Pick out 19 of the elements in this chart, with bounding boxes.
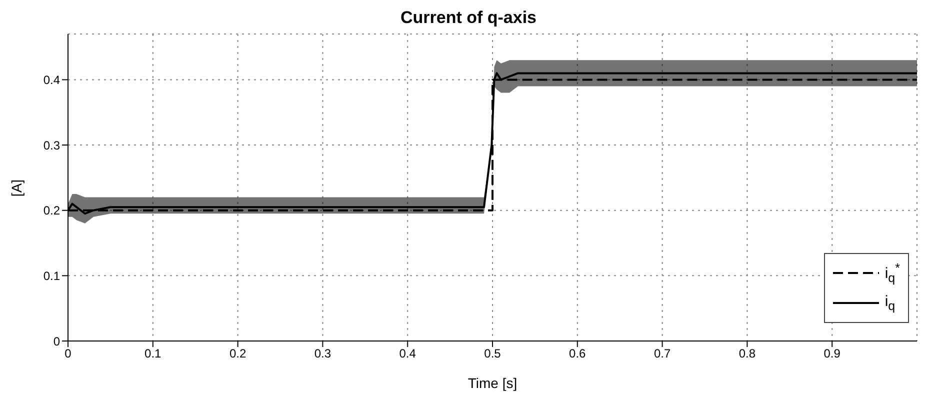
- x-tick-label: 0.8: [738, 346, 756, 361]
- y-axis-title: [A]: [8, 178, 25, 196]
- y-tick-label: 0.2: [43, 204, 60, 218]
- legend-label: i$_{q}$: [884, 293, 896, 313]
- x-tick-label: 0.6: [569, 346, 586, 361]
- x-tick-label: 0: [64, 346, 72, 361]
- y-tick-label: 0.4: [43, 72, 60, 87]
- y-tick-label: 0: [53, 334, 60, 348]
- x-tick-label: 0.9: [824, 346, 841, 361]
- x-axis-title: Time [s]: [466, 375, 518, 391]
- x-tick-label: 0.1: [144, 346, 162, 361]
- x-tick-label: 0.3: [314, 346, 332, 361]
- x-tick-label: 0.4: [399, 346, 416, 361]
- chart-title: Current of q-axis: [399, 8, 538, 28]
- y-tick-label: 0.1: [43, 268, 60, 283]
- y-tick-label: 0.3: [43, 138, 60, 152]
- x-tick-label: 0.5: [484, 346, 502, 361]
- x-tick-label: 0.7: [654, 346, 671, 361]
- x-tick-label: 0.2: [229, 346, 246, 361]
